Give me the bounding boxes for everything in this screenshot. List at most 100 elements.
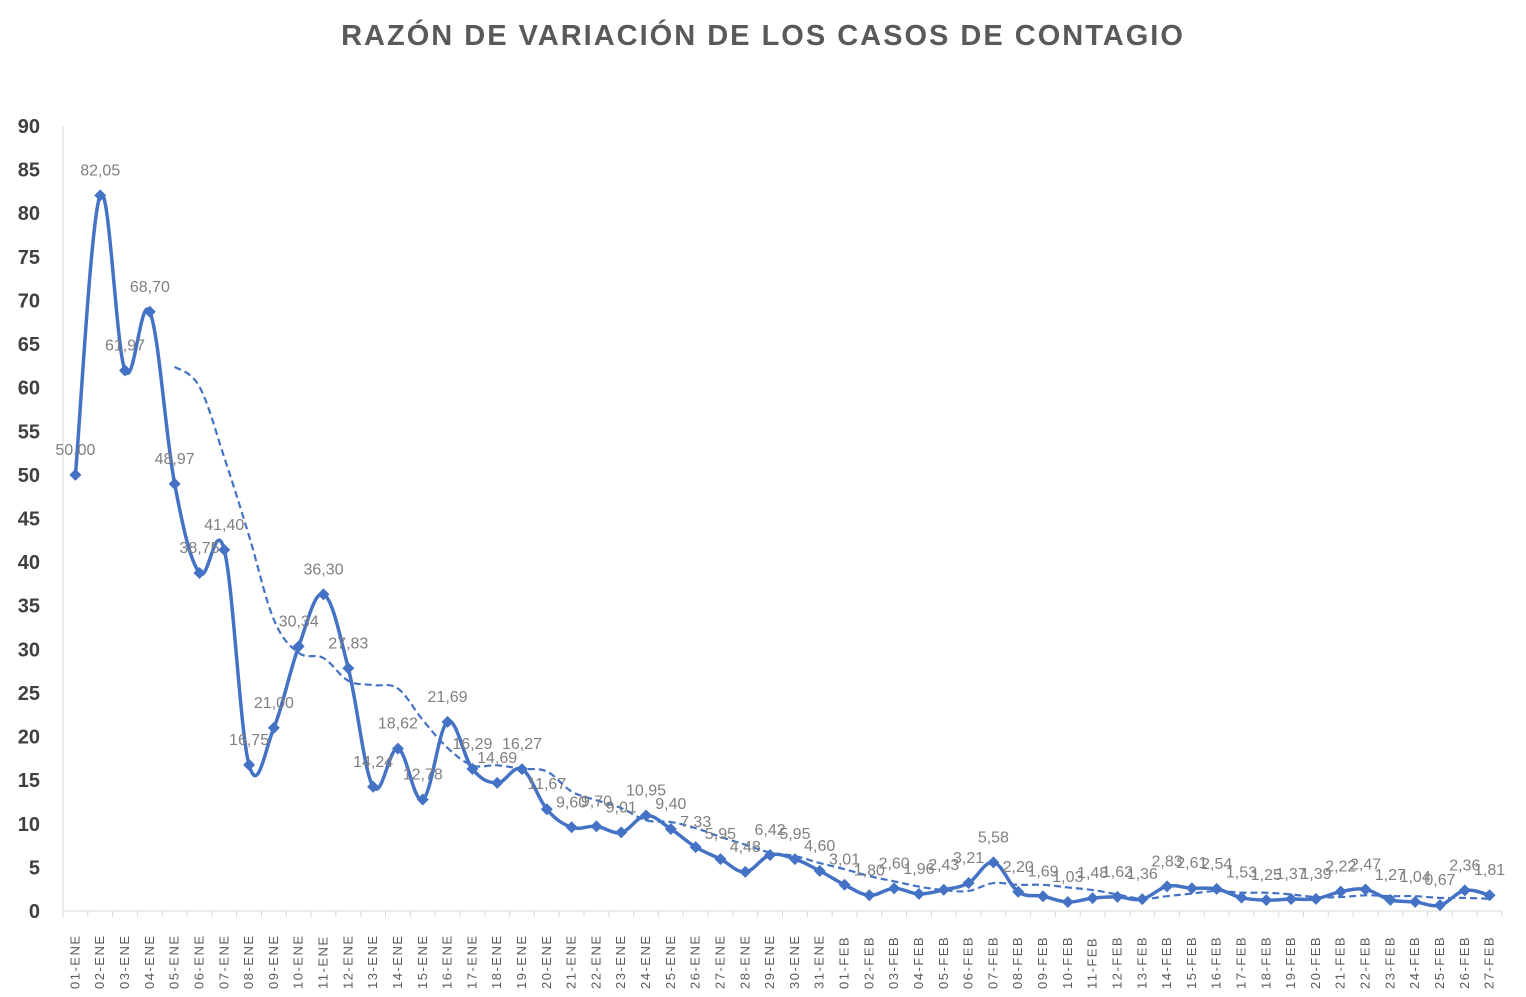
- x-tick-label: 24-FEB: [1407, 936, 1422, 989]
- y-tick-label: 90: [18, 116, 40, 138]
- data-label: 38,75: [179, 540, 219, 557]
- data-point-marker: [94, 189, 107, 202]
- y-axis: 0 5 10 15 20 25 30 35 40 45 50 55 60 65 70 75 80 85 90: [18, 116, 64, 923]
- data-point-marker: [1285, 893, 1298, 906]
- data-label: 68,70: [130, 279, 170, 296]
- data-label: 1,96: [903, 861, 934, 878]
- data-label: 0,67: [1424, 872, 1455, 889]
- x-tick-label: 26-FEB: [1457, 936, 1472, 989]
- data-point-marker: [193, 567, 206, 580]
- data-point-marker: [367, 780, 380, 793]
- y-tick-label: 65: [18, 334, 40, 356]
- data-label: 1,80: [854, 862, 885, 879]
- data-label: 2,20: [1003, 859, 1034, 876]
- data-label: 5,95: [705, 826, 736, 843]
- data-label: 48,97: [155, 451, 195, 468]
- data-label: 2,47: [1350, 856, 1381, 873]
- data-label: 16,75: [229, 732, 269, 749]
- y-tick-label: 25: [18, 683, 40, 705]
- data-label: 4,60: [804, 838, 835, 855]
- data-label: 9,70: [581, 793, 612, 810]
- x-tick-label: 05-ENE: [167, 934, 182, 989]
- x-tick-label: 08-ENE: [241, 934, 256, 989]
- x-tick-label: 17-FEB: [1233, 936, 1248, 989]
- data-label: 3,01: [829, 852, 860, 869]
- x-tick-label: 23-FEB: [1382, 936, 1397, 989]
- data-point-marker: [1037, 890, 1050, 903]
- data-point-marker: [1136, 893, 1149, 906]
- data-label: 2,61: [1176, 855, 1207, 872]
- data-point-marker: [1061, 896, 1074, 909]
- x-tick-label: 13-ENE: [365, 934, 380, 989]
- data-label: 1,62: [1102, 864, 1133, 881]
- data-label: 1,69: [1027, 863, 1058, 880]
- x-tick-label: 03-FEB: [886, 936, 901, 989]
- trend-line-layer: [173, 365, 1490, 900]
- data-point-marker: [1235, 891, 1248, 904]
- data-label: 1,03: [1052, 869, 1083, 886]
- data-point-marker: [342, 662, 355, 675]
- y-tick-label: 20: [18, 727, 40, 749]
- x-tick-label: 24-ENE: [638, 934, 653, 989]
- data-label: 2,54: [1201, 856, 1232, 873]
- data-point-marker: [788, 853, 801, 866]
- x-tick-label: 02-FEB: [861, 936, 876, 989]
- x-tick-label: 03-ENE: [117, 934, 132, 989]
- data-point-marker: [1260, 894, 1273, 907]
- data-label: 16,29: [452, 736, 492, 753]
- x-tick-label: 06-FEB: [961, 936, 976, 989]
- series-line: [73, 192, 1491, 908]
- x-tick-label: 30-ENE: [787, 934, 802, 989]
- data-point-marker: [466, 762, 479, 775]
- data-point-marker: [1483, 889, 1496, 902]
- x-tick-label: 07-ENE: [216, 934, 231, 989]
- x-tick-label: 20-ENE: [539, 934, 554, 989]
- data-point-marker: [1086, 892, 1099, 905]
- x-tick-label: 31-ENE: [812, 934, 827, 989]
- data-point-marker: [813, 864, 826, 877]
- data-label-layer: 50,00 82,05 61,97 68,70 48,97 38,75 41,40 16,75…: [55, 162, 1505, 889]
- series-line-layer: [73, 192, 1491, 908]
- x-tick-label: 18-ENE: [489, 934, 504, 989]
- y-tick-label: 40: [18, 552, 40, 574]
- x-tick-label: 08-FEB: [1010, 936, 1025, 989]
- data-point-marker: [863, 889, 876, 902]
- x-tick-label: 06-ENE: [191, 934, 206, 989]
- data-label: 14,24: [353, 754, 393, 771]
- x-tick-label: 09-FEB: [1035, 936, 1050, 989]
- data-label: 1,81: [1474, 862, 1505, 879]
- data-label: 1,04: [1400, 869, 1431, 886]
- y-tick-label: 30: [18, 639, 40, 661]
- x-tick-label: 19-FEB: [1283, 936, 1298, 989]
- y-tick-label: 50: [18, 465, 40, 487]
- data-point-marker: [739, 865, 752, 878]
- data-point-marker: [540, 803, 553, 816]
- x-tick-label: 14-ENE: [390, 934, 405, 989]
- x-tick-label: 16-ENE: [440, 934, 455, 989]
- x-tick-label: 05-FEB: [936, 936, 951, 989]
- data-label: 9,01: [606, 799, 637, 816]
- x-tick-label: 02-ENE: [92, 934, 107, 989]
- data-label: 82,05: [80, 162, 120, 179]
- data-label: 2,43: [928, 857, 959, 874]
- x-tick-label: 21-ENE: [564, 934, 579, 989]
- x-tick-label: 15-FEB: [1184, 936, 1199, 989]
- data-label: 9,40: [655, 796, 686, 813]
- x-tick-label: 26-ENE: [688, 934, 703, 989]
- x-tick-label: 25-FEB: [1432, 936, 1447, 989]
- data-label: 27,83: [328, 635, 368, 652]
- data-point-marker: [838, 878, 851, 891]
- data-point-marker: [1012, 885, 1025, 898]
- data-label: 1,37: [1276, 866, 1307, 883]
- data-point-marker: [441, 715, 454, 728]
- trend-line: [173, 365, 1490, 900]
- x-axis: 01-ENE 02-ENE 03-ENE 04-ENE 05-ENE 06-ENE 07-E…: [62, 910, 1503, 989]
- data-point-marker: [1433, 899, 1446, 912]
- data-label: 1,36: [1127, 866, 1158, 883]
- y-tick-label: 45: [18, 509, 40, 531]
- data-label: 18,62: [378, 716, 418, 733]
- data-point-marker: [664, 823, 677, 836]
- data-point-marker: [1111, 890, 1124, 903]
- data-label: 21,69: [428, 689, 468, 706]
- data-label: 2,60: [879, 855, 910, 872]
